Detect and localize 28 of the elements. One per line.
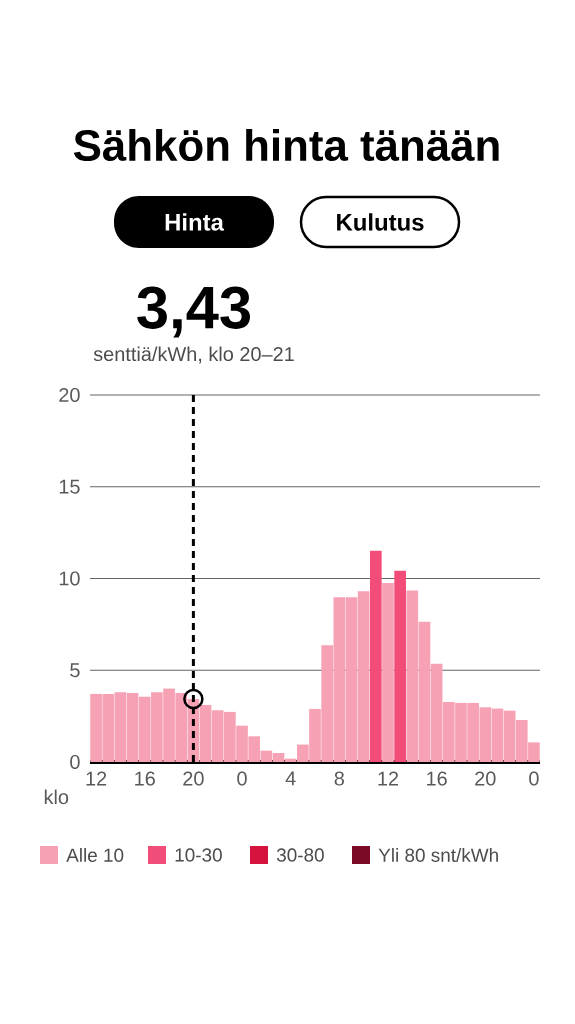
legend-label: 30-80 [276, 848, 324, 862]
x-axis-title: klo [44, 789, 69, 805]
x-tick-label: 4 [285, 771, 296, 786]
y-tick-label: 10 [59, 571, 80, 586]
bar [369, 550, 382, 762]
x-tick-label: 20 [183, 771, 204, 786]
y-tick-label: 0 [70, 754, 80, 770]
x-tick-label: 0 [529, 771, 539, 786]
legend-label: Yli 80 snt/kWh [378, 848, 498, 862]
y-tick-label: 15 [59, 479, 80, 494]
text: Kulutus [337, 213, 424, 231]
legend-label: Alle 10 [66, 848, 124, 862]
x-tick-label: 16 [427, 771, 447, 786]
x-tick-label: 0 [237, 771, 247, 786]
x-tick-label: 12 [378, 771, 399, 786]
chart-title: Sähkön hinta tänään [73, 128, 499, 162]
x-tick-label: 12 [86, 771, 107, 786]
y-tick-label: 5 [70, 663, 80, 678]
text: Hinta [165, 213, 225, 231]
text: 3,43 [137, 286, 251, 338]
x-tick-label: 20 [475, 771, 496, 786]
bar [394, 570, 406, 762]
x-tick-label: 16 [135, 771, 155, 786]
x-tick-label: 8 [334, 771, 344, 786]
chart-subtitle: senttiä/kWh, klo 20–21 [93, 346, 294, 364]
y-tick-label: 20 [59, 387, 80, 403]
bar [382, 582, 394, 762]
legend-label: 10-30 [175, 848, 222, 862]
